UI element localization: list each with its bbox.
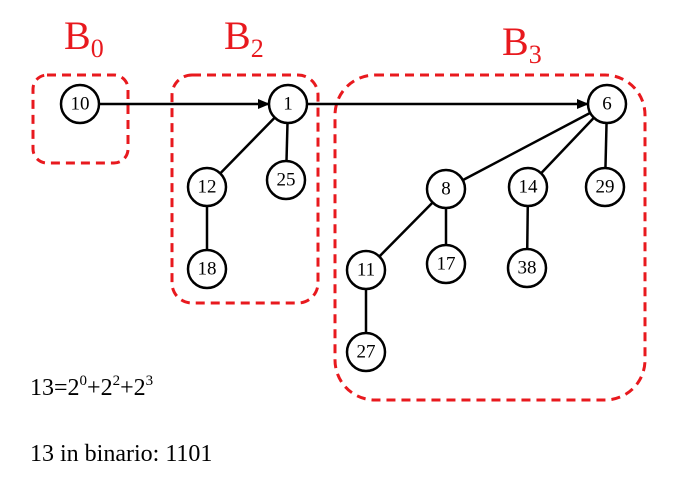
node-circle	[506, 247, 548, 289]
node-key: 38	[518, 257, 537, 278]
node-circle	[186, 248, 228, 290]
node-key: 1	[283, 93, 293, 114]
node-circle	[507, 166, 549, 208]
tree-edge	[604, 122, 608, 169]
heap-node: 10	[59, 83, 101, 125]
heap-node: 1	[267, 83, 309, 125]
term-base: 2	[100, 375, 113, 401]
term-exponent: 3	[145, 373, 154, 389]
heap-node: 25	[265, 159, 307, 201]
node-key: 12	[198, 176, 217, 197]
tree-label-b0: B0	[64, 13, 104, 63]
node-circle	[345, 331, 387, 373]
term-separator: +	[87, 375, 101, 401]
tree-edge	[525, 205, 530, 250]
node-key: 27	[357, 341, 376, 362]
node-key: 10	[71, 93, 90, 114]
tree-edge	[462, 111, 591, 182]
heap-node: 14	[507, 166, 549, 208]
node-circle	[584, 166, 626, 208]
node-circle	[425, 168, 467, 210]
node-key: 17	[437, 253, 456, 274]
node-circle	[586, 83, 628, 125]
heap-node: 6	[586, 83, 628, 125]
tree-edge	[285, 122, 289, 162]
node-key: 14	[519, 176, 539, 197]
tree-label-b3: B3	[502, 19, 542, 69]
nodes-layer: 10 1 12 25 18 6 8 14 29 11 17 38 27	[59, 83, 628, 373]
node-key: 11	[357, 259, 375, 280]
group-box-b2	[170, 73, 320, 305]
tree-label-b2: B2	[224, 13, 264, 63]
heap-node: 27	[345, 331, 387, 373]
node-key: 6	[602, 93, 612, 114]
node-key: 29	[596, 176, 615, 197]
heap-node: 8	[425, 168, 467, 210]
node-circle	[59, 83, 101, 125]
node-key: 25	[277, 169, 296, 190]
heap-node: 17	[425, 243, 467, 285]
group-box-b0	[31, 73, 130, 165]
tree-edge	[378, 201, 434, 258]
node-key: 18	[198, 258, 217, 279]
node-circle	[265, 159, 307, 201]
heap-node: 38	[506, 247, 548, 289]
heap-node: 18	[186, 248, 228, 290]
heap-node: 29	[584, 166, 626, 208]
node-circle	[267, 83, 309, 125]
term-exponent: 2	[112, 373, 121, 389]
decomposition-formula: 13=20+22+23	[30, 373, 154, 402]
term-base: 2	[133, 375, 146, 401]
node-circle	[186, 166, 228, 208]
term-exponent: 0	[79, 373, 88, 389]
node-circle	[425, 243, 467, 285]
tree-edge	[540, 116, 595, 175]
edges-layer	[205, 111, 608, 333]
heap-node: 11	[345, 249, 387, 291]
node-circle	[345, 249, 387, 291]
binary-representation: 13 in binario: 1101	[30, 441, 213, 467]
node-key: 8	[441, 178, 451, 199]
term-base: 2	[67, 375, 80, 401]
term-separator: +	[120, 375, 134, 401]
formula-lhs: 13=	[30, 375, 68, 401]
heap-node: 12	[186, 166, 228, 208]
tree-edge	[219, 116, 276, 175]
